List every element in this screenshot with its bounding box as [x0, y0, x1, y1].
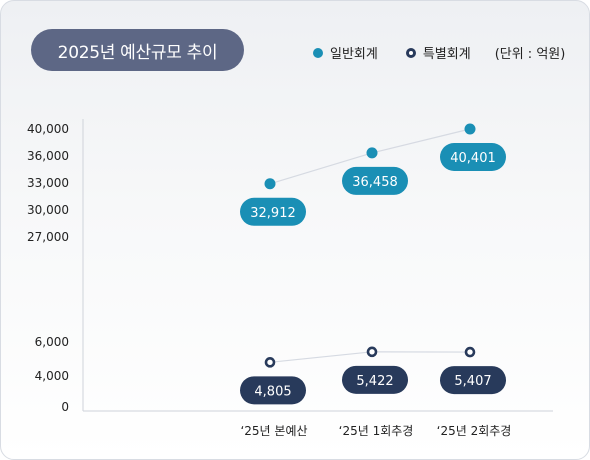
- x-tick-label: ‘25년 2회추경: [437, 424, 512, 438]
- data-label: 40,401: [450, 151, 496, 166]
- data-label: 4,805: [254, 384, 291, 399]
- data-point-special: [264, 357, 276, 368]
- unit-label: (단위 : 억원): [494, 47, 566, 62]
- legend-swatch-special: [405, 47, 416, 58]
- data-label: 5,422: [356, 374, 393, 389]
- data-label-bg: [240, 197, 306, 226]
- y-tick-label: 40,000: [27, 122, 69, 136]
- y-tick-label: 30,000: [27, 203, 69, 217]
- legend-label-special: 특별회계: [422, 47, 471, 62]
- legend-item-special: 특별회계: [405, 43, 471, 62]
- legend-item-general: 일반회계: [313, 43, 378, 62]
- data-label-bg: [342, 365, 408, 394]
- data-label-bg: [440, 143, 506, 171]
- x-tick-label: ‘25년 1회추경: [339, 424, 414, 438]
- y-tick-label: 27,000: [27, 230, 69, 244]
- data-label-bg: [240, 376, 306, 405]
- chart-title: 2025년 예산규모 추이: [31, 29, 244, 71]
- data-point-special: [366, 346, 378, 358]
- y-tick-label: 6,000: [35, 335, 69, 349]
- y-tick-label: 0: [61, 400, 69, 414]
- data-point-general: [366, 147, 378, 159]
- data-point-general: [264, 178, 276, 190]
- legend: 일반회계 특별회계 (단위 : 억원): [313, 43, 565, 62]
- data-label-bg: [342, 166, 408, 195]
- y-tick-label: 36,000: [27, 149, 69, 163]
- y-tick-label: 33,000: [27, 176, 69, 190]
- legend-swatch-general: [313, 47, 323, 58]
- x-tick-label: ‘25년 본예산: [240, 424, 307, 438]
- data-point-special: [464, 346, 476, 358]
- data-point-general: [464, 123, 476, 135]
- legend-label-general: 일반회계: [330, 47, 378, 62]
- data-label: 5,407: [454, 374, 491, 389]
- y-tick-label: 4,000: [35, 369, 69, 383]
- data-label: 36,458: [352, 175, 398, 190]
- data-label-bg: [440, 366, 506, 395]
- data-label: 32,912: [250, 206, 296, 221]
